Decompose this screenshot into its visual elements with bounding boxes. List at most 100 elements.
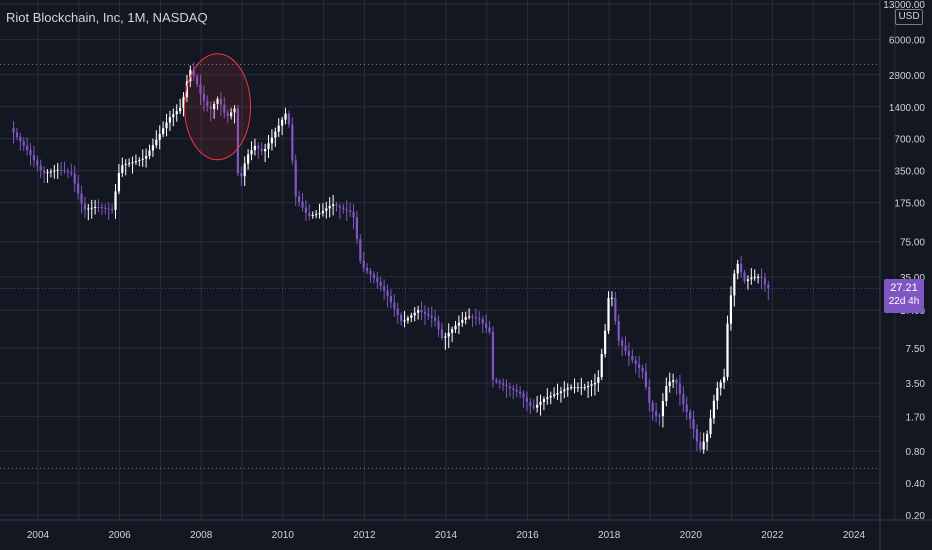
candle-body: [726, 323, 729, 377]
x-tick-label: 2016: [516, 530, 539, 541]
y-tick-label: 350.00: [894, 167, 925, 178]
candle-body: [332, 204, 335, 206]
candle-body: [604, 330, 607, 354]
candle-body: [94, 206, 97, 208]
candle-body: [352, 211, 355, 218]
candle-body: [763, 278, 767, 285]
candle-body: [196, 76, 199, 84]
candle-body: [474, 317, 478, 319]
x-tick-label: 2010: [272, 530, 295, 541]
candle-body: [277, 125, 280, 132]
candle-body: [658, 415, 661, 417]
candle-body: [553, 394, 556, 396]
x-tick-label: 2008: [190, 530, 213, 541]
candle-body: [372, 274, 376, 278]
candle-body: [638, 364, 641, 368]
chart-title: Riot Blockchain, Inc, 1M, NASDAQ: [6, 10, 208, 25]
y-tick-label: 3.50: [906, 379, 926, 390]
candle-body: [403, 320, 406, 322]
candle-body: [573, 387, 576, 389]
candle-body: [617, 320, 620, 341]
x-tick-label: 2014: [435, 530, 458, 541]
candle-body: [202, 93, 206, 101]
candle-body: [376, 277, 379, 283]
candle-body: [165, 122, 168, 129]
candle-body: [478, 318, 481, 320]
candle-body: [100, 207, 104, 209]
candle-body: [362, 260, 365, 268]
candle-body: [393, 302, 396, 309]
candle-body: [192, 69, 195, 77]
candle-body: [576, 387, 580, 389]
candle-body: [522, 393, 525, 398]
candle-body: [111, 209, 114, 211]
candle-body: [767, 284, 770, 289]
currency-button[interactable]: USD: [895, 9, 923, 25]
candle-body: [430, 315, 433, 318]
y-tick-label: 1400.00: [889, 103, 926, 114]
y-tick-label: 75.00: [900, 238, 925, 249]
candle-body: [532, 406, 535, 408]
candle-body: [396, 308, 399, 315]
candle-body: [706, 433, 709, 442]
candle-body: [131, 162, 134, 164]
candle-body: [260, 148, 263, 152]
y-tick-label: 0.80: [906, 447, 926, 458]
candle-body: [607, 298, 610, 331]
candle-body: [185, 81, 189, 98]
candle-body: [274, 131, 277, 138]
candle-body: [542, 399, 546, 402]
candle-body: [226, 112, 229, 117]
candle-body: [495, 379, 498, 382]
candle-body: [97, 206, 100, 208]
candle-body: [301, 201, 304, 208]
candle-body: [345, 209, 348, 211]
candle-body: [719, 382, 722, 388]
candle-body: [549, 395, 552, 398]
candle-body: [685, 404, 688, 412]
candle-body: [15, 132, 19, 137]
candle-body: [267, 143, 270, 149]
candle-body: [107, 208, 110, 210]
candle-body: [464, 317, 467, 320]
candle-body: [461, 319, 464, 323]
candle-body: [488, 327, 491, 333]
candle-body: [216, 98, 219, 104]
y-tick-label: 35.00: [900, 273, 925, 284]
candle-body: [148, 150, 151, 156]
candle-body: [206, 100, 209, 107]
y-tick-label: 700.00: [894, 135, 925, 146]
candle-body: [145, 155, 148, 159]
candle-body: [117, 173, 121, 192]
candle-body: [155, 139, 158, 146]
candle-body: [624, 345, 627, 351]
candle-body: [124, 164, 127, 166]
candle-body: [281, 119, 284, 126]
candle-body: [386, 290, 389, 297]
candle-body: [121, 165, 124, 174]
candle-body: [678, 383, 682, 394]
candle-body: [614, 297, 617, 321]
candle-body: [457, 322, 461, 326]
candle-body: [733, 273, 736, 296]
candle-body: [502, 383, 505, 385]
candle-body: [311, 215, 314, 217]
candle-body: [298, 196, 301, 202]
candle-body: [590, 384, 593, 386]
x-tick-label: 2022: [761, 530, 784, 541]
y-tick-label: 7.50: [906, 344, 926, 355]
candle-body: [284, 113, 287, 120]
y-tick-label: 0.40: [906, 479, 926, 490]
candle-body: [270, 137, 274, 144]
candle-body: [675, 380, 678, 384]
y-tick-label: 175.00: [894, 199, 925, 210]
candle-body: [49, 171, 53, 173]
candle-body: [444, 336, 447, 338]
current-price-value: 27.21: [890, 282, 918, 294]
candle-body: [77, 183, 80, 194]
candle-body: [570, 387, 573, 389]
candle-body: [529, 401, 532, 407]
candle-body: [699, 441, 702, 450]
candle-body: [641, 367, 644, 372]
